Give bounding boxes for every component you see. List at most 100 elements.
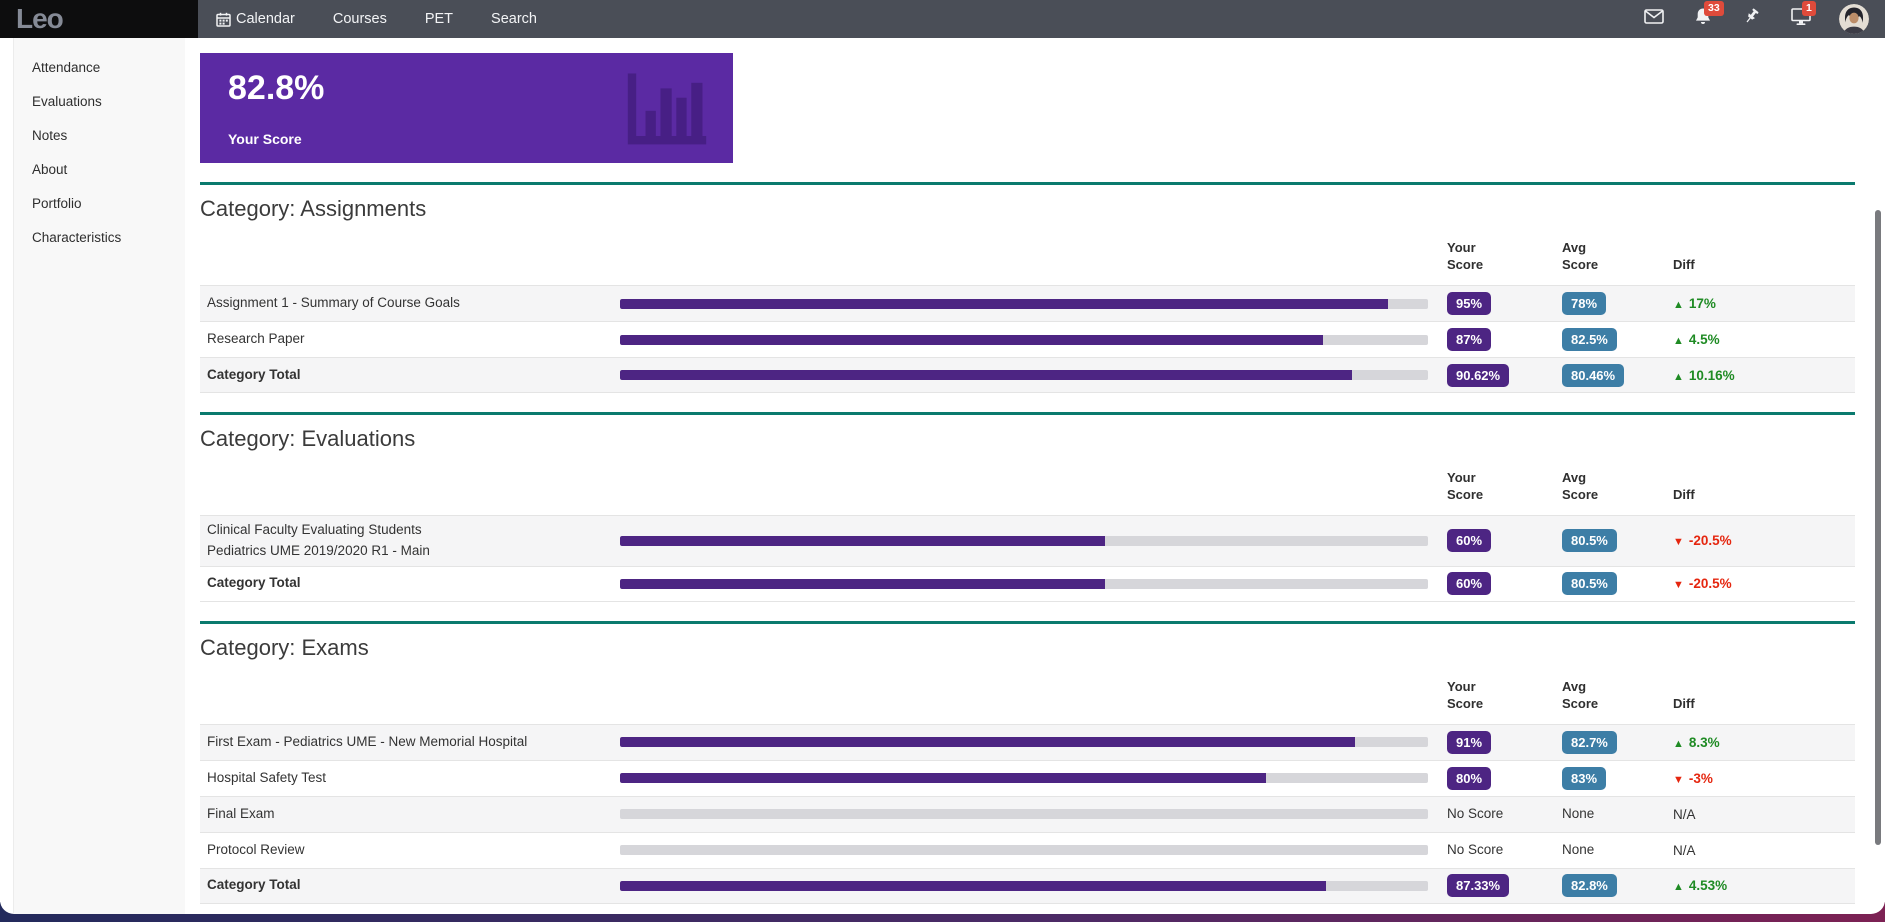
diff-cell: ▼ -3% xyxy=(1673,770,1713,786)
diff-cell: ▲ 17% xyxy=(1673,296,1716,311)
score-bar-fill xyxy=(620,334,1323,345)
diff-down-icon: ▼ xyxy=(1673,773,1684,786)
category-divider xyxy=(200,182,1855,185)
avg-score-cell: 80.46% xyxy=(1562,363,1673,387)
category-section: Category: Evaluations Your Score Avg Sco… xyxy=(200,412,1855,602)
navbar-right-icons: 33 1 xyxy=(1643,1,1885,34)
diff-header: Diff xyxy=(1673,487,1695,503)
score-bar-track xyxy=(620,809,1428,820)
item-name: First Exam - Pediatrics UME - New Memori… xyxy=(207,733,528,749)
nav-item-label: PET xyxy=(424,11,454,27)
your-score-cell: 60% xyxy=(1447,529,1562,553)
category-title: Category: Assignments xyxy=(200,196,427,221)
score-bar-track xyxy=(620,773,1428,784)
your-score-card: 82.8% Your Score xyxy=(200,53,733,163)
mail-button[interactable] xyxy=(1643,8,1665,30)
table-row: Hospital Safety Test 80% 83% ▼ -3% xyxy=(200,759,1855,796)
column-headers: Your Score Avg Score Diff xyxy=(200,236,1855,274)
your-score-cell: No Score xyxy=(1447,842,1504,858)
score-label: Your Score xyxy=(228,131,302,147)
kiosk-count-badge: 1 xyxy=(1802,1,1816,17)
nav-item-pet[interactable]: PET xyxy=(425,11,453,27)
sidebar-item-attendance[interactable]: Attendance xyxy=(32,59,101,75)
item-name: Category Total xyxy=(207,877,301,893)
score-bar xyxy=(620,370,1428,380)
table-row: First Exam - Pediatrics UME - New Memori… xyxy=(200,723,1855,760)
your-score-cell: No Score xyxy=(1447,806,1504,822)
avg-score-cell: 80.5% xyxy=(1562,529,1673,553)
diff-up-icon: ▲ xyxy=(1673,881,1684,894)
nav-item-calendar[interactable]: Calendar xyxy=(216,11,295,27)
column-headers: Your Score Avg Score Diff xyxy=(200,466,1855,504)
category-section: Category: Exams Your Score Avg Score Dif… xyxy=(200,620,1855,904)
table-row: Category Total 60% 80.5% ▼ -20.5% xyxy=(200,565,1855,602)
diff-up-icon: ▲ xyxy=(1673,299,1684,311)
nav-item-courses[interactable]: Courses xyxy=(333,11,387,27)
score-bar-track xyxy=(620,578,1428,589)
score-bar-fill xyxy=(620,578,1105,589)
category-section: Category: Assignments Your Score Avg Sco… xyxy=(200,182,1855,393)
item-name: Category Total xyxy=(207,366,301,382)
diff-up-icon: ▲ xyxy=(1673,737,1684,750)
category-rows: Assignment 1 - Summary of Course Goals 9… xyxy=(200,285,1855,393)
item-name: Research Paper xyxy=(207,331,305,347)
item-name: Category Total xyxy=(207,575,301,591)
sidebar-item-about[interactable]: About xyxy=(32,161,68,177)
your-score-cell: 95% xyxy=(1447,292,1562,315)
score-bar-track xyxy=(620,298,1428,309)
bar-chart-icon xyxy=(617,66,717,155)
diff-cell: ▲ 4.53% xyxy=(1673,878,1728,894)
top-navbar: Leo Calendar Courses PET Search 33 xyxy=(0,0,1885,38)
leo-logo[interactable]: Leo xyxy=(0,0,198,38)
sidebar-item-portfolio[interactable]: Portfolio xyxy=(32,195,82,211)
avg-score-cell: 83% xyxy=(1562,766,1673,790)
score-bar xyxy=(620,334,1428,345)
nav-item-label: Calendar xyxy=(236,11,295,27)
score-bar-track xyxy=(620,535,1428,546)
avg-score-header: Avg Score xyxy=(1562,240,1599,273)
nav-item-search[interactable]: Search xyxy=(491,11,537,27)
score-bar-fill xyxy=(620,298,1388,309)
diff-cell: ▲ 4.5% xyxy=(1673,332,1720,347)
sidebar: Attendance Evaluations Notes About Portfolio… xyxy=(13,38,185,914)
your-score-cell: 91% xyxy=(1447,730,1562,754)
avg-score-header: Avg Score xyxy=(1562,470,1599,503)
sidebar-item-notes[interactable]: Notes xyxy=(32,127,68,143)
avg-score-header: Avg Score xyxy=(1562,679,1599,711)
score-bar xyxy=(620,737,1428,748)
score-value: 82.8% xyxy=(228,69,325,107)
your-score-cell: 90.62% xyxy=(1447,363,1562,387)
score-bar-fill xyxy=(620,737,1356,748)
score-bar-track xyxy=(620,880,1428,891)
pinned-button[interactable] xyxy=(1741,8,1763,30)
your-score-header: Your Score xyxy=(1447,679,1484,711)
kiosk-button[interactable]: 1 xyxy=(1790,1,1816,30)
your-score-cell: 80% xyxy=(1447,766,1562,790)
diff-cell: ▲ 10.16% xyxy=(1673,367,1735,383)
user-avatar[interactable] xyxy=(1839,4,1869,34)
diff-header: Diff xyxy=(1673,257,1695,273)
table-row: Clinical Faculty Evaluating Students Pedi… xyxy=(200,515,1855,566)
gradebook-sections: Category: Assignments Your Score Avg Sco… xyxy=(200,182,1855,904)
table-row: Final Exam No Score None N/A xyxy=(200,795,1855,832)
pushpin-icon xyxy=(1743,7,1761,31)
avg-score-cell: 82.7% xyxy=(1562,730,1673,754)
diff-down-icon: ▼ xyxy=(1673,536,1684,549)
avg-score-cell: 78% xyxy=(1562,292,1673,315)
notifications-button[interactable]: 33 xyxy=(1692,1,1724,30)
table-row: Protocol Review No Score None N/A xyxy=(200,831,1855,868)
sidebar-item-evaluations[interactable]: Evaluations xyxy=(32,93,102,109)
avg-score-cell: 82.5% xyxy=(1562,328,1673,351)
score-bar-fill xyxy=(620,880,1326,891)
diff-cell: N/A xyxy=(1673,806,1696,822)
score-bar xyxy=(620,298,1428,309)
item-name: Clinical Faculty Evaluating Students Pedi… xyxy=(207,522,430,558)
item-name: Final Exam xyxy=(207,805,275,821)
item-name: Protocol Review xyxy=(207,841,305,857)
category-divider xyxy=(200,412,1855,415)
your-score-header: Your Score xyxy=(1447,470,1484,503)
vertical-scrollbar-thumb[interactable] xyxy=(1875,210,1881,845)
score-bar-track xyxy=(620,737,1428,748)
sidebar-item-characteristics[interactable]: Characteristics xyxy=(32,229,122,245)
